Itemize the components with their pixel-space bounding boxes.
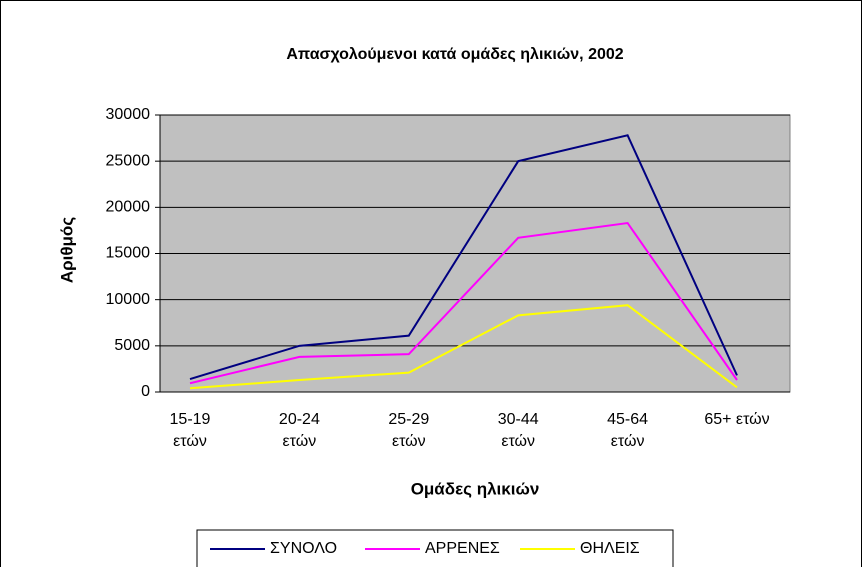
x-tick-label: 25-29 ετών — [388, 411, 430, 450]
y-tick-label: 20000 — [106, 199, 151, 216]
legend-label: ΣΥΝΟΛΟ — [270, 540, 337, 557]
x-axis-title: Ομάδες ηλικιών — [411, 479, 540, 498]
x-tick-label: 65+ ετών — [704, 411, 770, 428]
y-tick-label: 5000 — [114, 337, 150, 354]
chart-title: Απασχολούμενοι κατά ομάδες ηλικιών, 2002 — [286, 46, 623, 63]
x-tick-label: 15-19 ετών — [169, 411, 211, 450]
series-line — [189, 134, 738, 381]
y-axis-title: Αριθμός — [57, 217, 76, 283]
legend-label: ΑΡΡΕΝΕΣ — [425, 540, 500, 557]
y-tick-label: 10000 — [106, 291, 151, 308]
y-tick-label: 0 — [141, 383, 150, 400]
x-tick-label: 20-24 ετών — [278, 411, 320, 450]
x-tick-label: 45-64 ετών — [607, 411, 649, 450]
series-line — [189, 221, 738, 385]
legend-box — [196, 529, 674, 567]
legend-label: ΘΗΛΕΙΣ — [580, 540, 640, 557]
x-tick-label: 30-44 ετών — [497, 411, 539, 450]
y-tick-label: 25000 — [106, 152, 151, 169]
series-line — [189, 304, 738, 390]
y-tick-label: 30000 — [106, 106, 151, 123]
y-tick-label: 15000 — [106, 245, 151, 262]
